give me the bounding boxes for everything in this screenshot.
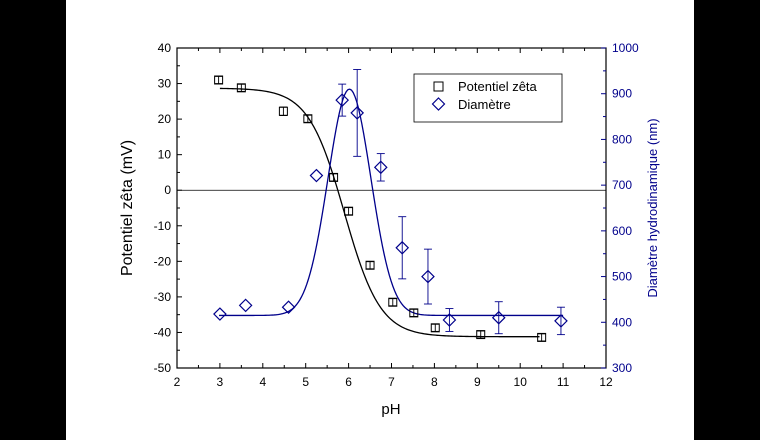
diametre-point <box>491 310 506 325</box>
fit-curve-diametre <box>219 88 564 317</box>
y-left-tick-label: -40 <box>154 325 172 339</box>
diametre-point <box>395 240 410 255</box>
y-left-tick-label: 10 <box>158 148 172 162</box>
diametre-point <box>281 300 296 315</box>
y-right-tick-label: 600 <box>612 224 632 238</box>
diametre-point <box>213 307 227 321</box>
y-left-tick-label: -10 <box>154 219 172 233</box>
y-left-tick-label: 20 <box>158 112 172 126</box>
x-axis-label: pH <box>381 401 400 418</box>
diametre-point <box>309 168 324 183</box>
y-right-tick-label: 500 <box>612 270 632 284</box>
y-left-tick-label: -30 <box>154 290 172 304</box>
x-tick-label: 9 <box>474 375 481 389</box>
x-tick-label: 7 <box>388 375 395 389</box>
zeta-point <box>344 206 354 216</box>
x-tick-label: 4 <box>259 375 266 389</box>
diametre-point <box>554 314 568 328</box>
y-left-tick-label: -50 <box>154 361 172 375</box>
y-right-tick-label: 700 <box>612 178 632 192</box>
chart-svg: 2 3 4 5 6 7 8 9 10 11 12 -50-40-30-20-10010203040 … <box>119 41 660 418</box>
x-tick-label: 5 <box>302 375 309 389</box>
y-left-tick-label: -20 <box>154 254 172 268</box>
x-tick-label: 12 <box>599 375 613 389</box>
legend: Potentiel zêta Diamètre <box>413 73 563 123</box>
diametre-point <box>421 269 435 284</box>
left-y-axis: -50 -40 -30 -20 -10 0 10 20 30 40 <box>154 41 182 375</box>
y-right-tick-label: 900 <box>612 87 632 101</box>
fit-curve-zeta <box>219 87 540 338</box>
zeta-point <box>430 323 440 333</box>
y-right-tick-label: 800 <box>612 132 632 146</box>
chart-canvas: 2 3 4 5 6 7 8 9 10 11 12 -50 -40 -30 -20 -10 0 10 20 30 40 … <box>66 0 694 440</box>
zeta-point <box>537 332 547 342</box>
x-axis: 2 3 4 5 6 7 8 9 10 11 12 <box>174 48 613 389</box>
y-left-tick-label: 30 <box>158 77 172 91</box>
zeta-point <box>476 330 486 340</box>
x-tick-label: 10 <box>514 375 528 389</box>
y-left-tick-label: 0 <box>164 183 171 197</box>
x-tick-label: 8 <box>431 375 438 389</box>
zeta-point <box>303 114 313 124</box>
legend-label-diametre: Diamètre <box>458 97 511 112</box>
zeta-point <box>278 106 288 116</box>
zeta-point <box>388 297 398 307</box>
x-tick-label: 3 <box>217 375 224 389</box>
zeta-point <box>214 75 224 85</box>
x-tick-label: 2 <box>174 375 181 389</box>
data-markers <box>213 69 568 342</box>
y-right-tick-label: 1000 <box>612 41 639 55</box>
diametre-point <box>442 313 457 327</box>
diametre-point <box>350 106 365 120</box>
diametre-point <box>335 93 350 107</box>
diametre-point <box>238 298 253 313</box>
right-y-axis-label: Diamètre hydrodinamique (nm) <box>645 118 660 297</box>
y-left-tick-label: 40 <box>158 41 172 55</box>
fit-curves <box>219 87 564 338</box>
x-tick-label: 6 <box>345 375 352 389</box>
zeta-point <box>236 83 246 93</box>
diametre-point <box>373 160 388 175</box>
zeta-point <box>365 260 375 270</box>
right-y-axis: 300 400 500 600 700 800 900 1000 <box>601 41 639 375</box>
y-right-tick-label: 400 <box>612 315 632 329</box>
zeta-point <box>329 172 339 182</box>
left-y-axis-label: Potentiel zêta (mV) <box>119 140 136 276</box>
x-tick-label: 11 <box>557 375 570 389</box>
legend-square-icon <box>433 81 444 92</box>
legend-label-zeta: Potentiel zêta <box>458 79 538 94</box>
y-right-tick-label: 300 <box>612 361 632 375</box>
legend-diamond-icon <box>431 97 446 111</box>
zeta-point <box>409 308 419 318</box>
